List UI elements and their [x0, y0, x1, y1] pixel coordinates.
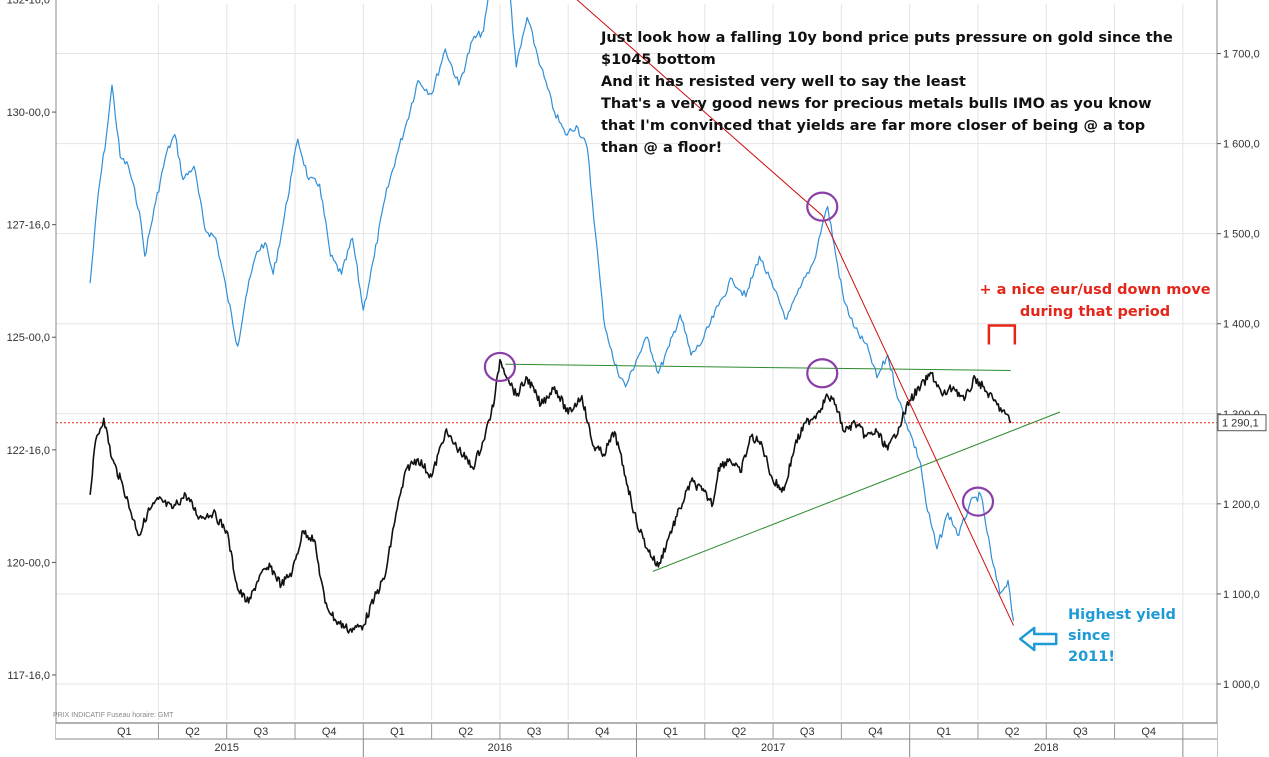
note-line: 2011! [1068, 649, 1115, 665]
highlight-circle [806, 191, 839, 222]
x-axis-quarter-label: Q4 [595, 726, 610, 738]
x-axis-quarter-label: Q3 [254, 726, 269, 738]
left-axis-tick-label: 120-00,0 [7, 557, 50, 569]
annotation-lines [56, 363, 1217, 572]
left-axis-tick-label: 117-16,0 [7, 670, 50, 682]
x-axis-quarter-label: Q2 [185, 726, 200, 738]
last-value-label: 1 290,1 [1222, 418, 1259, 430]
x-axis-quarter-label: Q2 [732, 726, 747, 738]
bond-price-series-line [89, 0, 1015, 622]
right-axis-tick-label: 1 600,0 [1223, 139, 1260, 151]
left-axis-tick-label: 130-00,0 [7, 107, 50, 119]
right-axis-tick-label: 1 700,0 [1223, 49, 1260, 61]
gold-resistance-line [505, 363, 1011, 372]
left-axis-tick-label: 125-00,0 [7, 332, 50, 344]
note-line: than @ a floor! [601, 140, 723, 156]
x-axis-quarter-label: Q1 [936, 726, 951, 738]
right-axis-tick-label: 1 100,0 [1223, 589, 1260, 601]
source-note: PRIX INDICATIF Fuseau horaire: GMT [53, 712, 174, 719]
last-value-box [1217, 414, 1267, 432]
right-axis-tick-label: 1 500,0 [1223, 229, 1260, 241]
right-axis-tick-label: 1 400,0 [1223, 319, 1260, 331]
right-axis: 1 000,01 100,01 200,01 300,01 400,01 500… [1217, 49, 1267, 691]
highlight-circle [806, 358, 839, 389]
gridlines [56, 4, 1217, 720]
left-axis-tick-label: 122-16,0 [7, 445, 50, 457]
left-axis: 117-16,0 120-00,0 122-16,0 125-00,0 127-16,0… [7, 0, 56, 682]
annotation-yield-text: Highest yield since 2011! [1068, 605, 1218, 668]
plot-frame [55, 0, 1218, 757]
x-axis-quarter-label: Q1 [117, 726, 132, 738]
x-axis-quarter-label: Q2 [1005, 726, 1020, 738]
x-axis-quarter-label: Q3 [527, 726, 542, 738]
x-axis-quarter-label: Q4 [868, 726, 883, 738]
x-axis-quarter-label: Q3 [1073, 726, 1088, 738]
note-line: And it has resisted very well to say the… [601, 74, 966, 90]
note-line: during that period [1019, 304, 1171, 320]
x-axis-quarter-label: Q3 [800, 726, 815, 738]
highlight-circle [483, 351, 517, 383]
x-axis-year-label: 2017 [761, 742, 785, 754]
right-axis-tick-label: 1 000,0 [1223, 679, 1260, 691]
series-layer [89, 0, 1015, 634]
highlight-circle [961, 486, 995, 517]
gold-support-trendline [652, 411, 1061, 572]
annotation-markers [483, 0, 1058, 652]
x-axis-year-label: 2015 [214, 742, 238, 754]
x-axis-quarter-label: Q1 [390, 726, 405, 738]
x-axis-quarter-label: Q2 [458, 726, 473, 738]
x-axis-quarter-label: Q1 [663, 726, 678, 738]
gold-series-line [89, 358, 1012, 634]
left-axis-tick-label: 127-16,0 [7, 220, 50, 232]
note-line: that I'm convinced that yields are far m… [601, 118, 1146, 134]
right-axis-tick-label: 1 200,0 [1223, 499, 1260, 511]
note-line: $1045 bottom [601, 52, 716, 68]
eurusd-bracket [987, 324, 1017, 345]
arrow-left-icon [1018, 626, 1058, 652]
note-line: Highest yield since [1068, 607, 1176, 644]
x-axis-year-label: 2018 [1034, 742, 1058, 754]
x-axis-quarter-label: Q4 [1141, 726, 1156, 738]
x-axis-quarter-label: Q4 [322, 726, 337, 738]
x-axis-year-label: 2016 [488, 742, 512, 754]
note-line: + a nice eur/usd down move [979, 282, 1211, 298]
note-line: Just look how a falling 10y bond price p… [601, 30, 1173, 46]
annotation-main-text: Just look how a falling 10y bond price p… [601, 27, 1173, 159]
note-line: That's a very good news for precious met… [601, 96, 1152, 112]
x-axis: Q1 Q2 Q3 Q4 Q1 Q2 Q3 Q4 Q1 Q2 Q3 Q4 Q1 Q2 Q3 Q4 2015 2016… [56, 722, 1217, 757]
bond-downtrend-line [576, 0, 1014, 626]
annotation-eurusd-text: + a nice eur/usd down move during that p… [975, 279, 1215, 323]
left-axis-tick-label: 132-16,0 [7, 0, 50, 6]
